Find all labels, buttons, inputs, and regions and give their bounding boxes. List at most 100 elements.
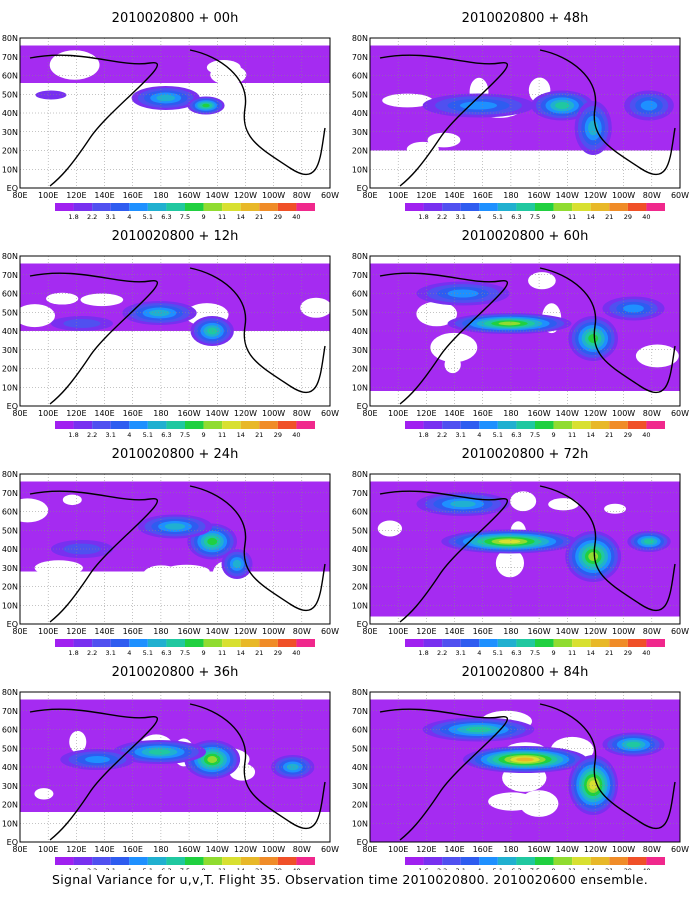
colorbar-swatch bbox=[240, 639, 260, 647]
colorbar-label: 40 bbox=[292, 431, 300, 439]
longitude-label: 160E bbox=[123, 191, 143, 200]
colorbar-label: 7.5 bbox=[180, 431, 190, 439]
latitude-label: 70N bbox=[2, 489, 18, 498]
longitude-label: 60W bbox=[321, 409, 339, 418]
variance-contour bbox=[516, 757, 534, 762]
variance-contour bbox=[149, 309, 170, 317]
colorbar-label: 6.3 bbox=[511, 431, 521, 439]
colorbar-label: 7.5 bbox=[530, 867, 540, 870]
colorbar-swatch bbox=[166, 857, 185, 865]
low-variance-patch bbox=[382, 93, 433, 108]
panel-title: 2010020800 + 36h bbox=[112, 665, 239, 680]
low-variance-patch bbox=[548, 498, 579, 511]
variance-contour bbox=[35, 90, 67, 100]
colorbar-label: 5.1 bbox=[493, 213, 503, 221]
colorbar-label: 5.1 bbox=[493, 867, 503, 870]
colorbar-swatch bbox=[129, 857, 148, 865]
america-coastline bbox=[189, 267, 326, 394]
low-variance-patch bbox=[62, 494, 82, 506]
colorbar-label: 2.2 bbox=[437, 649, 447, 657]
colorbar-swatch bbox=[259, 639, 278, 647]
colorbar-label: 3.1 bbox=[456, 431, 466, 439]
colorbar-swatch bbox=[222, 203, 241, 211]
colorbar-label: 2.2 bbox=[87, 649, 97, 657]
latitude-label: 20N bbox=[352, 147, 368, 156]
longitude-label: 100W bbox=[262, 627, 285, 636]
colorbar-swatch bbox=[516, 639, 535, 647]
latitude-label: 40N bbox=[2, 545, 18, 554]
colorbar-swatch bbox=[73, 639, 93, 647]
latitude-label: 10N bbox=[2, 383, 18, 392]
colorbar-label: 6.3 bbox=[161, 867, 171, 870]
colorbar-label: 21 bbox=[255, 431, 263, 439]
colorbar-swatch bbox=[92, 203, 111, 211]
latitude-label: 10N bbox=[352, 819, 368, 828]
colorbar-swatch bbox=[646, 639, 665, 647]
longitude-label: 140E bbox=[94, 409, 114, 418]
latitude-label: 60N bbox=[352, 726, 368, 735]
low-variance-patch bbox=[406, 141, 439, 157]
america-coastline bbox=[189, 703, 326, 830]
colorbar-swatch bbox=[590, 203, 610, 211]
longitude-label: 140E bbox=[444, 627, 464, 636]
latitude-label: 20N bbox=[2, 147, 18, 156]
colorbar-swatch bbox=[240, 203, 260, 211]
longitude-label: 160W bbox=[177, 627, 200, 636]
colorbar-swatch bbox=[609, 639, 628, 647]
latitude-label: 10N bbox=[352, 601, 368, 610]
longitude-label: 100W bbox=[262, 409, 285, 418]
longitude-label: 120W bbox=[234, 627, 257, 636]
latitude-label: 50N bbox=[352, 744, 368, 753]
longitude-label: 100W bbox=[612, 191, 635, 200]
longitude-label: 140W bbox=[556, 627, 579, 636]
longitude-label: 80W bbox=[293, 845, 311, 854]
colorbar-swatch bbox=[259, 857, 278, 865]
latitude-label: EQ bbox=[7, 402, 18, 411]
longitude-label: 120E bbox=[66, 845, 86, 854]
colorbar-swatch bbox=[609, 421, 628, 429]
colorbar-swatch bbox=[535, 203, 554, 211]
map-frame bbox=[369, 473, 681, 625]
colorbar-label: 5.1 bbox=[143, 649, 153, 657]
colorbar-label: 1.6 bbox=[68, 867, 78, 870]
colorbar-swatch bbox=[479, 639, 498, 647]
colorbar-swatch bbox=[516, 421, 535, 429]
colorbar-label: 1.8 bbox=[418, 649, 428, 657]
longitude-label: 100W bbox=[262, 191, 285, 200]
colorbar-label: 29 bbox=[274, 213, 282, 221]
longitude-label: 120W bbox=[584, 191, 607, 200]
latitude-label: 60N bbox=[2, 72, 18, 81]
colorbar-swatch bbox=[73, 421, 93, 429]
longitude-label: 100E bbox=[38, 627, 58, 636]
colorbar-swatch bbox=[55, 421, 74, 429]
low-variance-patch bbox=[34, 560, 83, 576]
latitude-label: 40N bbox=[352, 109, 368, 118]
longitude-label: 180 bbox=[153, 845, 168, 854]
longitude-label: 80E bbox=[12, 627, 27, 636]
colorbar-swatch bbox=[497, 639, 517, 647]
latitude-label: 70N bbox=[2, 707, 18, 716]
colorbar-swatch bbox=[572, 639, 591, 647]
colorbar-label: 5.1 bbox=[493, 649, 503, 657]
variance-field bbox=[370, 256, 680, 406]
colorbar-swatch bbox=[166, 639, 185, 647]
latitude-label: 10N bbox=[352, 383, 368, 392]
colorbar-swatch bbox=[423, 639, 443, 647]
colorbar-label: 7.5 bbox=[180, 213, 190, 221]
colorbar-swatch bbox=[185, 857, 204, 865]
figure-caption: Signal Variance for u,v,T. Flight 35. Ob… bbox=[51, 872, 649, 887]
colorbar-swatch bbox=[405, 203, 424, 211]
variance-contour bbox=[589, 780, 598, 790]
colorbar-swatch bbox=[460, 203, 480, 211]
colorbar-swatch bbox=[259, 203, 278, 211]
colorbar-swatch bbox=[129, 203, 148, 211]
longitude-label: 180 bbox=[153, 191, 168, 200]
colorbar-swatch bbox=[92, 639, 111, 647]
low-variance-patch bbox=[604, 503, 627, 514]
colorbar-label: 21 bbox=[605, 867, 613, 870]
colorbar-label: 14 bbox=[587, 649, 595, 657]
colorbar-swatch bbox=[277, 203, 297, 211]
latitude-label: 50N bbox=[352, 90, 368, 99]
low-variance-patch bbox=[635, 344, 679, 368]
map-panel: 2010020800 + 24h 80N 70N 60N 50N 40N 30N 20N 10N… bbox=[2, 447, 339, 657]
